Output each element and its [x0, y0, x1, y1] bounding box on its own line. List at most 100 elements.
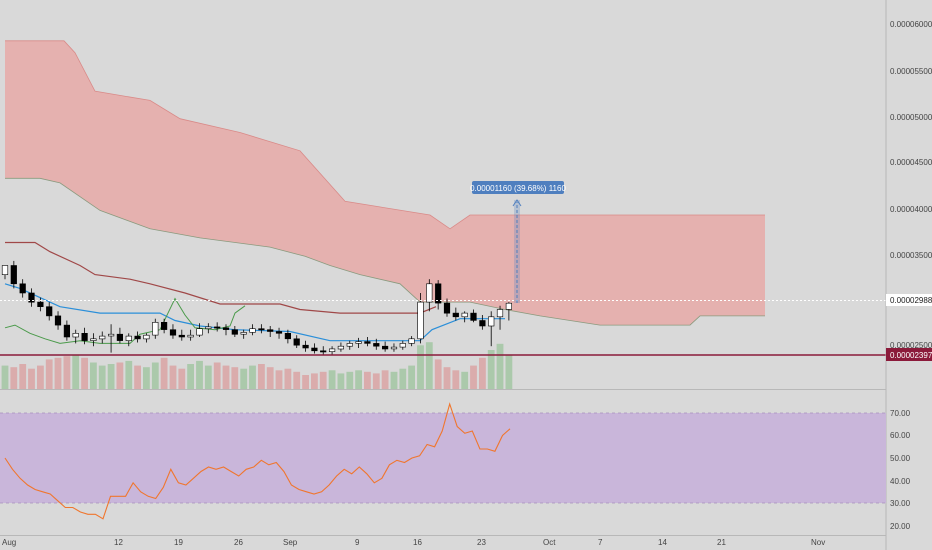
volume-bar [134, 365, 141, 389]
volume-bar [266, 367, 274, 389]
volume-bar [116, 362, 124, 389]
candle-body [355, 341, 362, 344]
candle-body [19, 283, 26, 294]
volume-bar [169, 365, 177, 389]
base-line [5, 241, 437, 314]
lagging-span-line [4, 297, 246, 344]
candle-body [143, 334, 150, 340]
rsi-tick: 40.00 [890, 477, 911, 486]
volume-bar [381, 370, 389, 389]
candle-body [63, 324, 70, 338]
time-tick: 16 [413, 538, 422, 547]
candle-body [187, 334, 194, 338]
time-tick: Nov [811, 538, 825, 547]
volume-bar [1, 365, 9, 389]
candle-body [505, 302, 513, 310]
candle-body [328, 348, 336, 352]
candle-body [28, 292, 35, 303]
volume-bar [487, 350, 495, 389]
time-tick: 26 [234, 538, 243, 547]
candle-body [302, 344, 309, 349]
conversion-line [4, 283, 505, 342]
volume-bar [222, 365, 230, 389]
candle-body [461, 312, 468, 318]
volume-bar [355, 370, 362, 389]
volume-bar [417, 345, 424, 389]
price-axis[interactable]: 0.00006000 0.00005500 0.00005000 0.00004… [886, 20, 932, 361]
candle-body [240, 332, 247, 335]
leading-span-b-line [5, 177, 765, 326]
time-tick: Sep [283, 538, 298, 547]
candle-body [249, 328, 256, 333]
candle-body [443, 302, 451, 314]
volume-bar [293, 371, 301, 389]
volume-bar [178, 368, 186, 389]
candle-body [231, 329, 238, 335]
time-tick: 19 [174, 538, 183, 547]
indicator-lines [4, 241, 505, 344]
volume-bar [63, 356, 71, 389]
volume-bar [399, 368, 407, 389]
candle-body [90, 338, 97, 341]
candle-body [99, 335, 106, 340]
measure-label-box [472, 181, 564, 194]
candlesticks[interactable] [1, 260, 513, 356]
volume-bar [10, 367, 18, 389]
candle-body [222, 327, 230, 330]
volume-bar [470, 365, 477, 389]
candle-body [196, 328, 203, 336]
support-price-tag [886, 348, 932, 361]
candle-body [426, 283, 433, 303]
candle-body [479, 320, 486, 327]
price-tick: 0.00004000 [890, 205, 932, 214]
candle-body [72, 332, 79, 338]
time-tick: 23 [477, 538, 486, 547]
volume-bar [151, 362, 159, 389]
volume-bar [54, 357, 62, 389]
volume-bar [284, 368, 292, 389]
candle-body [152, 321, 159, 336]
volume-bar [479, 357, 486, 389]
candle-body [390, 346, 398, 350]
candle-body [258, 328, 265, 331]
rsi-axis[interactable]: 70.00 60.00 50.00 40.00 30.00 20.00 [890, 409, 911, 531]
volume-bars [1, 342, 513, 389]
candle-body [178, 334, 185, 338]
measure-tool[interactable]: 0.00001160 (39.68%) 1160 [470, 181, 566, 303]
time-axis[interactable]: Aug 12 19 26 Sep 9 16 23 Oct 7 14 21 Nov [2, 538, 825, 547]
candle-body [452, 312, 459, 318]
ichimoku-cloud [5, 40, 765, 326]
volume-bar [258, 364, 265, 389]
volume-bar [372, 373, 380, 389]
volume-bar [213, 362, 221, 389]
candle-body [346, 343, 353, 347]
volume-bar [240, 368, 248, 389]
candle-body [116, 333, 123, 341]
candle-body [488, 316, 495, 327]
rsi-line[interactable] [4, 402, 511, 520]
time-tick: 14 [658, 538, 667, 547]
candle-body [470, 312, 477, 321]
volume-bar [328, 370, 336, 389]
price-tick: 0.00005500 [890, 67, 932, 76]
support-price-tag-label: 0.00002397 [890, 351, 932, 360]
volume-bar [143, 367, 150, 389]
time-tick: 9 [355, 538, 360, 547]
candle-body [275, 331, 283, 334]
candle-body [284, 332, 292, 340]
time-tick: 21 [717, 538, 726, 547]
candle-body [337, 345, 345, 350]
measure-label: 0.00001160 (39.68%) 1160 [470, 184, 566, 193]
time-tick: 12 [114, 538, 123, 547]
volume-bar [160, 357, 168, 389]
volume-bar [408, 365, 415, 389]
volume-bar [461, 371, 469, 389]
rsi-tick: 70.00 [890, 409, 911, 418]
volume-bar [196, 360, 203, 389]
volume-bar [107, 364, 115, 389]
volume-bar [346, 371, 354, 389]
volume-bar [319, 371, 327, 389]
price-tick: 0.00006000 [890, 20, 932, 29]
volume-bar [496, 343, 504, 389]
